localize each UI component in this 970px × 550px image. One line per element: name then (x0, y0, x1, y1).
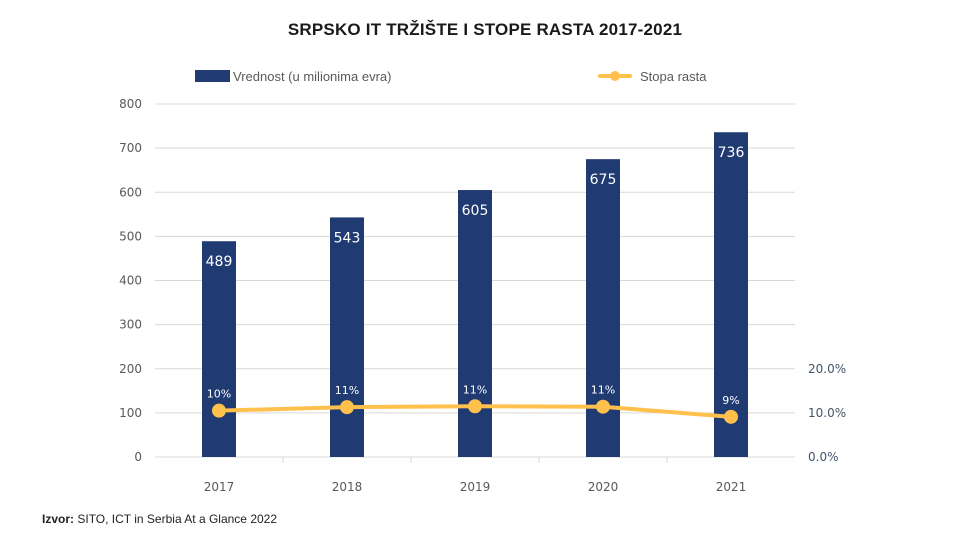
bar (458, 190, 492, 457)
y2-tick-label: 0.0% (808, 450, 839, 464)
y-tick-label: 500 (119, 229, 142, 243)
bar (202, 241, 236, 457)
rate-value-label: 11% (463, 383, 487, 396)
bar (330, 217, 364, 457)
rate-point (340, 400, 354, 415)
chart-title: SRPSKO IT TRŽIŠTE I STOPE RASTA 2017-202… (287, 20, 683, 39)
bar-value-label: 736 (718, 145, 745, 161)
x-tick-label: 2021 (716, 480, 747, 494)
y2-tick-label: 20.0% (808, 362, 846, 376)
y-tick-label: 400 (119, 274, 142, 288)
rate-value-label: 9% (722, 394, 739, 407)
x-axis: 2017 2018 2019 2020 2021 (204, 457, 747, 494)
y2-tick-label: 10.0% (808, 406, 846, 420)
rate-point (468, 399, 482, 414)
source-label: Izvor: (42, 512, 75, 526)
y-tick-label: 100 (119, 406, 142, 420)
rate-value-label: 11% (591, 384, 615, 397)
legend-label-line: Stopa rasta (640, 69, 707, 84)
x-tick-label: 2020 (588, 480, 619, 494)
bar (714, 132, 748, 458)
legend-label-bar: Vrednost (u milionima evra) (233, 69, 391, 84)
legend-swatch-marker (610, 71, 620, 81)
rate-value-label: 10% (207, 388, 231, 401)
line-series: 10% 11% 11% 11% 9% (207, 383, 740, 424)
x-tick-label: 2017 (204, 480, 235, 494)
left-axis: 0 100 200 300 400 500 600 700 800 (119, 97, 142, 464)
x-tick-label: 2018 (332, 480, 363, 494)
source-note: Izvor: SITO, ICT in Serbia At a Glance 2… (42, 512, 277, 526)
source-text: SITO, ICT in Serbia At a Glance 2022 (74, 512, 278, 526)
rate-point (724, 409, 738, 424)
y-tick-label: 800 (119, 97, 142, 111)
rate-point (212, 403, 226, 418)
bar-value-label: 543 (334, 230, 361, 246)
bar-value-label: 489 (206, 254, 233, 270)
legend: Vrednost (u milionima evra) Stopa rasta (195, 69, 707, 84)
y-tick-label: 200 (119, 362, 142, 376)
y-tick-label: 0 (134, 450, 142, 464)
rate-point (596, 399, 610, 414)
rate-value-label: 11% (335, 384, 359, 397)
legend-swatch-bar (195, 70, 230, 82)
x-tick-label: 2019 (460, 480, 491, 494)
bar-value-label: 605 (462, 203, 489, 219)
y-tick-label: 600 (119, 185, 142, 199)
y-tick-label: 700 (119, 141, 142, 155)
right-axis: 0.0% 10.0% 20.0% (808, 362, 846, 464)
y-tick-label: 300 (119, 318, 142, 332)
bar-value-label: 675 (590, 172, 617, 188)
